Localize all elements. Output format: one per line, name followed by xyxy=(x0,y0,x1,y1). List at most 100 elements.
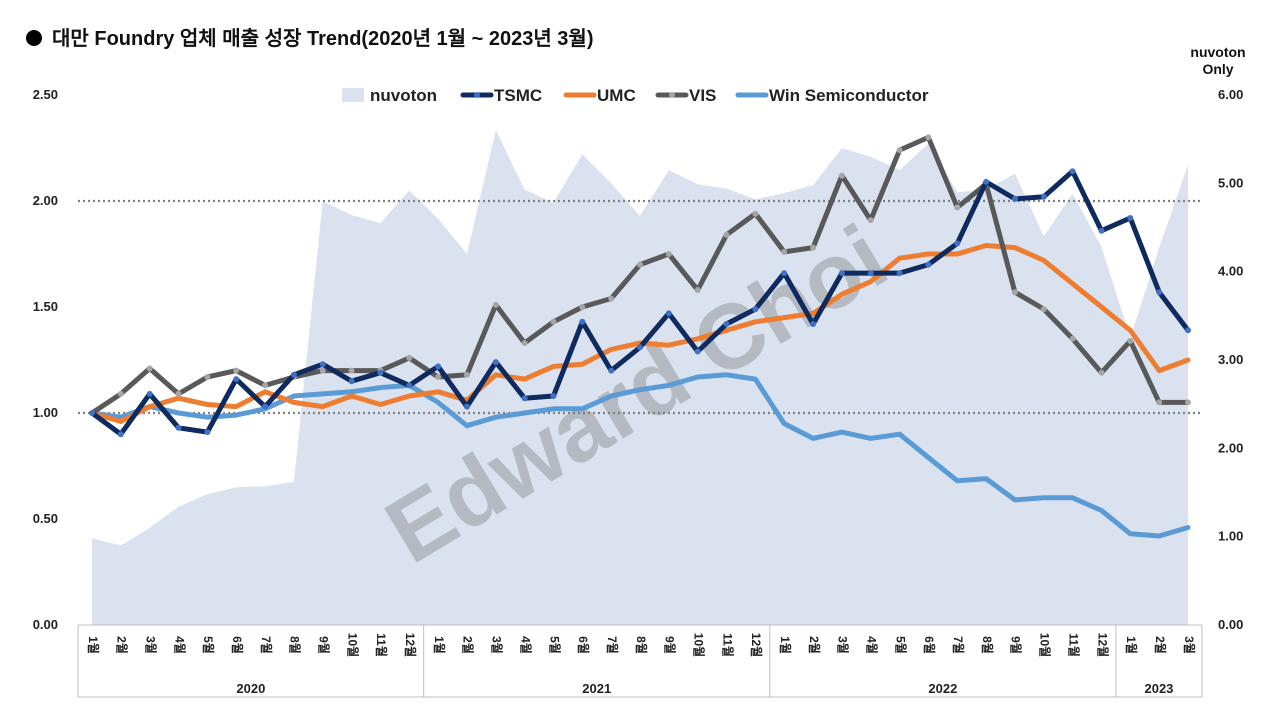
tsmc-point xyxy=(1127,215,1134,221)
legend-label-tsmc: TSMC xyxy=(494,86,542,105)
y-tick-left: 0.00 xyxy=(33,617,58,632)
legend-label-vis: VIS xyxy=(689,86,716,105)
x-tick-month: 10월 xyxy=(345,633,360,657)
y-tick-right: 5.00 xyxy=(1218,175,1243,190)
x-tick-month: 12월 xyxy=(749,633,764,657)
vis-point xyxy=(694,287,701,293)
vis-point xyxy=(810,244,817,251)
tsmc-point xyxy=(348,378,355,385)
legend-swatch-nuvoton xyxy=(342,88,364,102)
tsmc-point xyxy=(290,371,297,378)
tsmc-point xyxy=(810,321,817,327)
tsmc-point xyxy=(694,348,701,355)
x-tick-month: 5월 xyxy=(547,636,562,654)
x-tick-month: 2월 xyxy=(115,636,130,654)
y-tick-right: 1.00 xyxy=(1218,529,1243,544)
x-tick-month: 8월 xyxy=(288,636,303,654)
legend-marker-vis xyxy=(669,92,675,98)
x-year-label: 2020 xyxy=(236,681,265,696)
tsmc-point xyxy=(1185,327,1191,334)
tsmc-point xyxy=(89,410,95,416)
tsmc-point xyxy=(204,429,211,436)
x-tick-month: 4월 xyxy=(518,636,533,654)
tsmc-point xyxy=(983,178,990,185)
y-tick-right: 4.00 xyxy=(1218,264,1243,279)
axes: 0.00 0.50 1.00 1.50 2.00 2.50 0.00 1.00 2.00 3.00… xyxy=(33,87,1243,698)
vis-point xyxy=(262,382,269,389)
x-tick-month: 2월 xyxy=(1153,636,1168,654)
y-tick-left: 0.50 xyxy=(33,511,58,526)
y-tick-left: 2.50 xyxy=(33,87,58,102)
vis-point xyxy=(637,261,643,268)
x-tick-month: 1월 xyxy=(1124,636,1139,654)
vis-point xyxy=(233,367,240,374)
vis-point xyxy=(1127,337,1134,344)
tsmc-point xyxy=(1069,168,1076,175)
tsmc-point xyxy=(550,393,557,399)
x-tick-month: 4월 xyxy=(865,636,880,654)
tsmc-point xyxy=(319,361,326,368)
vis-point xyxy=(435,374,442,380)
x-tick-month: 11월 xyxy=(720,633,735,657)
legend-label-win-semiconductor: Win Semiconductor xyxy=(769,86,929,105)
x-tick-month: 1월 xyxy=(432,636,447,654)
vis-point xyxy=(896,147,903,154)
tsmc-point xyxy=(463,403,470,410)
legend-marker-tsmc xyxy=(474,92,480,98)
x-tick-month: 9월 xyxy=(1009,636,1024,654)
vis-point xyxy=(204,374,211,380)
vis-point xyxy=(608,295,615,302)
x-tick-month: 6월 xyxy=(230,636,245,654)
legend-label-nuvoton: nuvoton xyxy=(370,86,437,105)
right-axis-title: nuvoton Only xyxy=(1190,44,1246,77)
vis-point xyxy=(463,371,470,378)
vis-point xyxy=(406,354,413,361)
vis-point xyxy=(146,365,153,372)
title-bullet-icon xyxy=(26,30,42,46)
vis-point xyxy=(1011,289,1018,296)
legend: nuvoton TSMC UMC VIS Win Semiconductor xyxy=(342,86,929,105)
x-tick-month: 6월 xyxy=(576,636,591,654)
tsmc-point xyxy=(1156,289,1163,296)
tsmc-point xyxy=(146,390,153,397)
tsmc-point xyxy=(233,376,240,383)
x-tick-month: 9월 xyxy=(663,636,678,654)
vis-point xyxy=(867,217,874,224)
tsmc-point xyxy=(608,367,615,374)
vis-point xyxy=(838,172,845,179)
y-tick-right: 2.00 xyxy=(1218,440,1243,455)
x-year-label: 2023 xyxy=(1144,681,1173,696)
y-tick-left: 1.00 xyxy=(33,405,58,420)
x-tick-month: 12월 xyxy=(403,633,418,657)
vis-point xyxy=(348,367,355,374)
tsmc-point xyxy=(175,424,182,431)
y-tick-right: 6.00 xyxy=(1218,87,1243,102)
tsmc-point xyxy=(406,382,413,389)
x-tick-month: 3월 xyxy=(490,636,505,654)
vis-point xyxy=(492,301,499,308)
series-lines xyxy=(89,134,1191,539)
vis-point xyxy=(550,318,557,325)
tsmc-point xyxy=(925,261,932,268)
vis-point xyxy=(1098,369,1105,376)
x-tick-month: 7월 xyxy=(605,636,620,654)
vis-point xyxy=(579,304,586,310)
tsmc-point xyxy=(1098,227,1105,234)
x-tick-month: 10월 xyxy=(692,633,707,657)
tsmc-point xyxy=(637,344,643,351)
tsmc-point xyxy=(579,318,586,325)
x-tick-month: 9월 xyxy=(317,636,332,654)
tsmc-point xyxy=(117,431,124,438)
win-semiconductor-line xyxy=(89,372,1191,539)
vis-point xyxy=(752,210,759,217)
x-tick-month: 5월 xyxy=(893,636,908,654)
x-tick-month: 4월 xyxy=(172,636,187,654)
x-tick-month: 3월 xyxy=(836,636,851,654)
vis-point xyxy=(1185,399,1191,406)
x-tick-month: 10월 xyxy=(1038,633,1053,657)
x-year-label: 2021 xyxy=(582,681,611,696)
x-tick-month: 11월 xyxy=(1066,633,1081,657)
tsmc-point xyxy=(262,403,269,410)
tsmc-point xyxy=(954,240,961,247)
